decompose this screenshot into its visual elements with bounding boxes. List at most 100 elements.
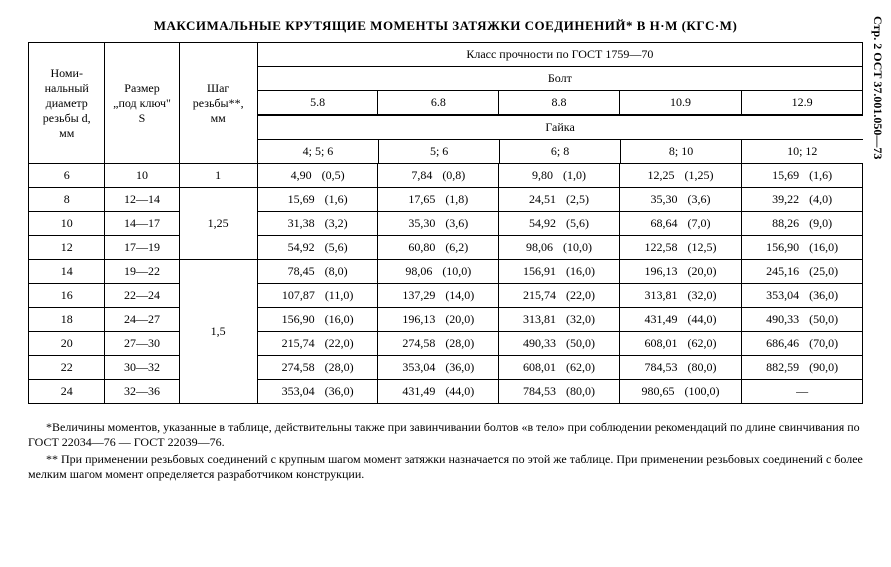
cell-torque: 882,59(90,0) (742, 356, 863, 380)
cell-torque: 15,69(1,6) (742, 164, 863, 188)
cell-torque: 15,69(1,6) (257, 188, 378, 212)
cell-diameter: 20 (29, 332, 105, 356)
cell-wrench-size: 10 (105, 164, 179, 188)
nut-class-2: 5; 6 (379, 140, 500, 164)
cell-torque: 980,65(100,0) (619, 380, 741, 404)
torque-table: Номи­нальный диаметр резьбы d, мм Размер… (28, 42, 863, 404)
cell-wrench-size: 24—27 (105, 308, 179, 332)
cell-torque: 608,01(62,0) (619, 332, 741, 356)
footnotes: *Величины моментов, указанные в таблице,… (28, 420, 863, 482)
cell-diameter: 8 (29, 188, 105, 212)
cell-torque: 274,58(28,0) (378, 332, 499, 356)
cell-torque: 245,16(25,0) (742, 260, 863, 284)
cell-torque: 313,81(32,0) (619, 284, 741, 308)
nut-class-5: 10; 12 (742, 140, 863, 164)
col-header-strength-class: Класс прочности по ГОСТ 1759—70 (257, 43, 862, 67)
cell-diameter: 12 (29, 236, 105, 260)
table-row: 812—141,2515,69(1,6)17,65(1,8)24,51(2,5)… (29, 188, 863, 212)
cell-wrench-size: 22—24 (105, 284, 179, 308)
bolt-class-3: 8.8 (499, 91, 620, 115)
footnote-1: *Величины моментов, указанные в таблице,… (28, 420, 863, 450)
cell-torque: 35,30(3,6) (378, 212, 499, 236)
cell-torque: 31,38(3,2) (257, 212, 378, 236)
col-header-nut: Гайка (258, 116, 863, 140)
cell-torque: 88,26(9,0) (742, 212, 863, 236)
cell-torque: 156,90(16,0) (742, 236, 863, 260)
cell-torque: 68,64(7,0) (619, 212, 741, 236)
cell-torque: 196,13(20,0) (378, 308, 499, 332)
cell-torque: 7,84(0,8) (378, 164, 499, 188)
cell-torque: 4,90(0,5) (257, 164, 378, 188)
cell-wrench-size: 12—14 (105, 188, 179, 212)
cell-torque: 39,22(4,0) (742, 188, 863, 212)
cell-torque: 353,04(36,0) (378, 356, 499, 380)
cell-torque: 12,25(1,25) (619, 164, 741, 188)
cell-torque: 353,04(36,0) (742, 284, 863, 308)
col-header-diameter: Номи­нальный диаметр резьбы d, мм (29, 43, 105, 164)
cell-torque: 313,81(32,0) (499, 308, 620, 332)
cell-wrench-size: 30—32 (105, 356, 179, 380)
col-header-wrench-size: Размер „под ключ" S (105, 43, 179, 164)
footnote-2: ** При применении резьбовых соединений с… (28, 452, 863, 482)
cell-torque: 17,65(1,8) (378, 188, 499, 212)
cell-torque: 353,04(36,0) (257, 380, 378, 404)
table-row: 1419—221,578,45(8,0)98,06(10,0)156,91(16… (29, 260, 863, 284)
cell-torque: 608,01(62,0) (499, 356, 620, 380)
cell-torque: 431,49(44,0) (619, 308, 741, 332)
nut-class-4: 8; 10 (621, 140, 742, 164)
table-row: 2027—30215,74(22,0)274,58(28,0)490,33(50… (29, 332, 863, 356)
cell-pitch: 1,5 (179, 260, 257, 404)
table-row: 1014—17 31,38(3,2)35,30(3,6)54,92(5,6)68,… (29, 212, 863, 236)
bolt-class-5: 12.9 (742, 91, 863, 115)
table-title: МАКСИМАЛЬНЫЕ КРУТЯЩИЕ МОМЕНТЫ ЗАТЯЖКИ СО… (28, 18, 863, 34)
cell-diameter: 22 (29, 356, 105, 380)
cell-diameter: 24 (29, 380, 105, 404)
cell-torque: 490,33(50,0) (742, 308, 863, 332)
col-header-bolt: Болт (257, 67, 862, 91)
table-row: 1824—27 156,90(16,0)196,13(20,0)313,81(32… (29, 308, 863, 332)
cell-torque: 215,74(22,0) (257, 332, 378, 356)
table-row: 2230—32 274,58(28,0)353,04(36,0)608,01(62… (29, 356, 863, 380)
cell-diameter: 16 (29, 284, 105, 308)
cell-pitch: 1,25 (179, 188, 257, 260)
table-row: 1217—19 54,92(5,6)60,80(6,2)98,06(10,0)12… (29, 236, 863, 260)
cell-torque: 784,53(80,0) (499, 380, 620, 404)
cell-pitch: 1 (179, 164, 257, 188)
cell-wrench-size: 14—17 (105, 212, 179, 236)
bolt-class-1: 5.8 (257, 91, 378, 115)
cell-wrench-size: 19—22 (105, 260, 179, 284)
col-header-pitch: Шаг резьбы**, мм (179, 43, 257, 164)
cell-torque: 122,58(12,5) (619, 236, 741, 260)
cell-torque: 98,06(10,0) (499, 236, 620, 260)
table-row: 2432—36 353,04(36,0)431,49(44,0)784,53(80… (29, 380, 863, 404)
nut-class-3: 6; 8 (500, 140, 621, 164)
table-row: 61014,90(0,5)7,84(0,8)9,80(1,0)12,25(1,2… (29, 164, 863, 188)
cell-torque: 137,29(14,0) (378, 284, 499, 308)
cell-diameter: 14 (29, 260, 105, 284)
bolt-class-4: 10.9 (619, 91, 741, 115)
cell-torque: 78,45(8,0) (257, 260, 378, 284)
cell-torque: — (742, 380, 863, 404)
cell-torque: 431,49(44,0) (378, 380, 499, 404)
cell-diameter: 18 (29, 308, 105, 332)
cell-torque: 784,53(80,0) (619, 356, 741, 380)
cell-torque: 156,90(16,0) (257, 308, 378, 332)
nut-class-1: 4; 5; 6 (258, 140, 379, 164)
cell-torque: 54,92(5,6) (257, 236, 378, 260)
cell-wrench-size: 32—36 (105, 380, 179, 404)
cell-torque: 35,30(3,6) (619, 188, 741, 212)
cell-diameter: 10 (29, 212, 105, 236)
cell-torque: 215,74(22,0) (499, 284, 620, 308)
table-row: 1622—24107,87(11,0)137,29(14,0)215,74(22… (29, 284, 863, 308)
cell-torque: 9,80(1,0) (499, 164, 620, 188)
cell-wrench-size: 17—19 (105, 236, 179, 260)
cell-torque: 156,91(16,0) (499, 260, 620, 284)
cell-torque: 274,58(28,0) (257, 356, 378, 380)
cell-torque: 54,92(5,6) (499, 212, 620, 236)
cell-diameter: 6 (29, 164, 105, 188)
cell-torque: 196,13(20,0) (619, 260, 741, 284)
cell-torque: 24,51(2,5) (499, 188, 620, 212)
bolt-class-2: 6.8 (378, 91, 499, 115)
page-side-label: Стр. 2 ОСТ 37.001.050—73 (870, 16, 885, 159)
cell-torque: 60,80(6,2) (378, 236, 499, 260)
